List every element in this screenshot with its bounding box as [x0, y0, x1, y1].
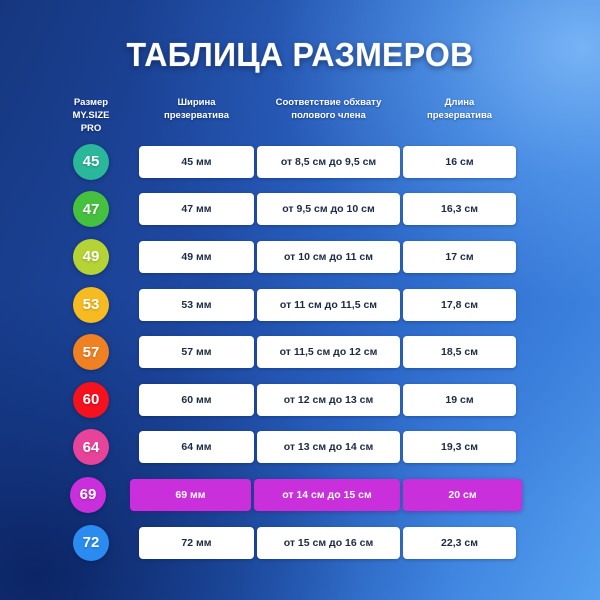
column-header-length-line1: Длина [444, 97, 475, 108]
cell-penis-girth: от 11 см до 11,5 см [257, 288, 400, 321]
table-row[interactable]: 47 47 мм от 9,5 см до 10 см 16,3 см [66, 186, 534, 234]
column-header-width-line1: Ширина [177, 97, 216, 108]
table-body: 45 45 мм от 8,5 см до 9,5 см 16 см 47 47 мм от… [66, 138, 534, 566]
column-header-size-line1: Размер [73, 97, 109, 108]
table-row[interactable]: 60 60 мм от 12 см до 13 см 19 см [66, 376, 534, 424]
column-header-size-line2: MY.SIZE PRO [72, 110, 110, 135]
size-badge[interactable]: 64 [73, 429, 109, 466]
cell-condom-width: 45 мм [139, 145, 254, 178]
size-badge[interactable]: 69 [70, 476, 106, 513]
cell-condom-width: 47 мм [139, 193, 254, 226]
cell-condom-length: 18,5 см [403, 336, 516, 369]
size-badge-wrap: 47 [66, 191, 116, 228]
cell-condom-width: 69 мм [130, 478, 251, 511]
size-badge-wrap: 45 [66, 143, 116, 180]
cell-penis-girth: от 10 см до 11 см [257, 240, 400, 273]
size-badge-wrap: 72 [66, 524, 116, 561]
table-row[interactable]: 69 69 мм от 14 см до 15 см 20 см [66, 471, 534, 519]
size-badge[interactable]: 72 [73, 524, 109, 561]
cell-condom-length: 19,3 см [403, 431, 516, 464]
cell-condom-length: 17 см [403, 240, 516, 273]
size-badge-wrap: 60 [66, 381, 116, 418]
table-header-row: Размер MY.SIZE PRO Ширина презерватива С… [66, 96, 534, 138]
size-table: Размер MY.SIZE PRO Ширина презерватива С… [66, 96, 534, 566]
table-row[interactable]: 53 53 мм от 11 см до 11,5 см 17,8 см [66, 281, 534, 329]
table-row[interactable]: 49 49 мм от 10 см до 11 см 17 см [66, 233, 534, 281]
table-row[interactable]: 45 45 мм от 8,5 см до 9,5 см 16 см [66, 138, 534, 186]
cell-condom-length: 22,3 см [403, 526, 516, 559]
column-header-width-line2: презерватива [164, 110, 229, 122]
table-row[interactable]: 64 64 мм от 13 см до 14 см 19,3 см [66, 424, 534, 472]
cell-condom-width: 72 мм [139, 526, 254, 559]
size-badge[interactable]: 53 [73, 286, 109, 323]
column-header-length: Длина презерватива [403, 96, 516, 122]
size-badge[interactable]: 47 [73, 191, 109, 228]
size-badge-wrap: 49 [66, 238, 116, 275]
cell-condom-width: 57 мм [139, 336, 254, 369]
size-badge[interactable]: 60 [73, 381, 109, 418]
table-row[interactable]: 57 57 мм от 11,5 см до 12 см 18,5 см [66, 328, 534, 376]
size-badge-wrap: 53 [66, 286, 116, 323]
cell-condom-length: 19 см [403, 383, 516, 416]
cell-condom-length: 16,3 см [403, 193, 516, 226]
size-badge[interactable]: 49 [73, 238, 109, 275]
size-badge[interactable]: 57 [73, 334, 109, 371]
size-badge[interactable]: 45 [73, 143, 109, 180]
cell-penis-girth: от 11,5 см до 12 см [257, 336, 400, 369]
cell-penis-girth: от 15 см до 16 см [257, 526, 400, 559]
table-row[interactable]: 72 72 мм от 15 см до 16 см 22,3 см [66, 519, 534, 567]
cell-condom-width: 49 мм [139, 240, 254, 273]
cell-condom-width: 60 мм [139, 383, 254, 416]
cell-penis-girth: от 12 см до 13 см [257, 383, 400, 416]
cell-penis-girth: от 14 см до 15 см [254, 478, 400, 511]
page-title: ТАБЛИЦА РАЗМЕРОВ [126, 36, 474, 73]
column-header-size: Размер MY.SIZE PRO [66, 96, 116, 135]
column-header-girth: Соответствие обхвату полового члена [257, 96, 400, 122]
column-header-girth-line2: полового члена [291, 110, 366, 122]
cell-condom-length: 16 см [403, 145, 516, 178]
cell-penis-girth: от 9,5 см до 10 см [257, 193, 400, 226]
size-badge-wrap: 69 [63, 476, 113, 513]
size-badge-wrap: 57 [66, 334, 116, 371]
column-header-length-line2: презерватива [427, 110, 492, 122]
size-badge-wrap: 64 [66, 429, 116, 466]
cell-penis-girth: от 13 см до 14 см [257, 431, 400, 464]
column-header-width: Ширина презерватива [139, 96, 254, 122]
cell-penis-girth: от 8,5 см до 9,5 см [257, 145, 400, 178]
cell-condom-width: 64 мм [139, 431, 254, 464]
cell-condom-length: 17,8 см [403, 288, 516, 321]
cell-condom-width: 53 мм [139, 288, 254, 321]
column-header-girth-line1: Соответствие обхвату [275, 97, 382, 108]
cell-condom-length: 20 см [403, 478, 522, 511]
